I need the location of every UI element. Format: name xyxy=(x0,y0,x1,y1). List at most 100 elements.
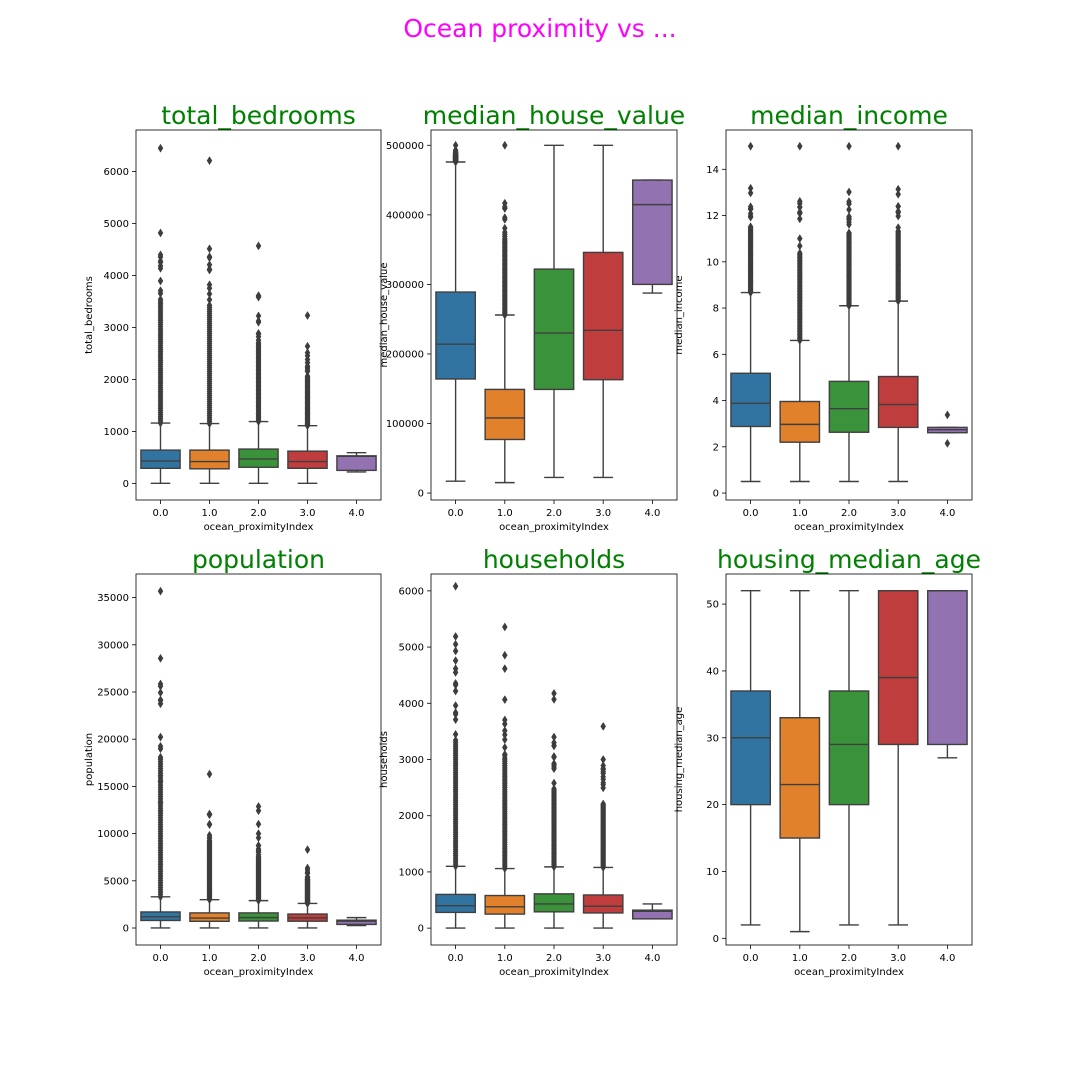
y-axis-label: population xyxy=(84,733,95,786)
box-iqr xyxy=(730,372,771,428)
x-tick-label: 1.0 xyxy=(497,953,513,964)
y-tick-label: 35000 xyxy=(97,593,129,604)
outlier-point xyxy=(502,664,508,674)
outlier-point xyxy=(551,751,557,761)
outlier-point xyxy=(551,732,557,742)
x-tick-label: 1.0 xyxy=(792,953,808,964)
x-tick-label: 3.0 xyxy=(890,953,906,964)
outlier-point xyxy=(255,291,262,301)
outlier-point xyxy=(255,311,262,321)
box-0.0 xyxy=(730,141,771,483)
outlier-point xyxy=(551,762,557,772)
subplot-title: housing_median_age xyxy=(717,545,981,574)
x-tick-label: 0.0 xyxy=(448,953,464,964)
outlier-point xyxy=(502,730,508,740)
y-tick-label: 4 xyxy=(713,396,719,407)
x-tick-label: 2.0 xyxy=(546,953,562,964)
outlier-point xyxy=(944,410,951,420)
box-iqr xyxy=(828,380,870,433)
box-1.0 xyxy=(484,140,526,484)
outlier-point xyxy=(502,140,508,150)
outlier-point xyxy=(895,189,901,199)
box-iqr xyxy=(189,912,230,923)
box-1.0 xyxy=(484,622,526,929)
outlier-point xyxy=(157,699,164,709)
outlier-point xyxy=(452,656,459,666)
outlier-point xyxy=(452,729,459,739)
y-tick-label: 15000 xyxy=(97,782,129,793)
outlier-point xyxy=(206,833,213,843)
y-tick-label: 10 xyxy=(706,257,719,268)
subplot-title: median_income xyxy=(750,101,948,130)
outlier-point xyxy=(452,686,459,696)
outlier-point xyxy=(206,244,213,254)
subplot-households: households 0 1000 2000 3000 4000 5000 6000 0.0 1.… xyxy=(379,545,678,978)
y-tick-label: 10 xyxy=(706,867,719,878)
y-tick-label: 3000 xyxy=(104,323,129,334)
outlier-point xyxy=(255,829,262,839)
y-tick-label: 25000 xyxy=(97,688,129,699)
box-iqr xyxy=(140,449,181,470)
x-tick-label: 0.0 xyxy=(153,508,169,519)
x-tick-label: 4.0 xyxy=(939,508,955,519)
box-iqr xyxy=(779,400,821,443)
outlier-point xyxy=(206,769,213,779)
x-tick-label: 2.0 xyxy=(546,508,562,519)
x-tick-label: 2.0 xyxy=(251,508,267,519)
outlier-point xyxy=(846,217,852,227)
outlier-point xyxy=(797,141,803,151)
outlier-point xyxy=(157,777,164,787)
x-tick-label: 4.0 xyxy=(644,953,660,964)
box-iqr xyxy=(336,919,377,926)
box-1.0 xyxy=(779,590,821,933)
outlier-point xyxy=(895,206,901,216)
y-tick-label: 1000 xyxy=(399,867,424,878)
outlier-point xyxy=(502,231,508,241)
box-iqr xyxy=(287,450,328,470)
y-tick-label: 6 xyxy=(713,350,719,361)
x-axis-label: ocean_proximityIndex xyxy=(499,967,609,978)
box-1.0 xyxy=(189,156,230,484)
outlier-point xyxy=(157,752,164,762)
y-tick-label: 6000 xyxy=(399,586,424,597)
x-tick-label: 3.0 xyxy=(595,953,611,964)
outlier-point xyxy=(600,774,606,784)
box-0.0 xyxy=(140,143,181,484)
outlier-point xyxy=(206,252,213,262)
outlier-point xyxy=(157,741,164,751)
box-4.0 xyxy=(336,916,377,927)
outlier-point xyxy=(255,317,262,327)
outlier-point xyxy=(157,653,164,663)
outlier-point xyxy=(157,143,164,153)
outlier-point xyxy=(452,646,459,656)
box-iqr xyxy=(484,388,526,441)
x-axis-label: ocean_proximityIndex xyxy=(204,967,314,978)
x-tick-label: 0.0 xyxy=(743,953,759,964)
y-tick-label: 2000 xyxy=(399,811,424,822)
outlier-point xyxy=(600,721,606,731)
outlier-point xyxy=(255,806,262,816)
y-tick-label: 500000 xyxy=(386,141,424,152)
outlier-point xyxy=(255,328,262,338)
subplot-total_bedrooms: total_bedrooms 0 1000 2000 3000 4000 5000 6000 0… xyxy=(84,101,382,533)
y-tick-label: 300000 xyxy=(386,280,424,291)
outlier-point xyxy=(551,778,557,788)
outlier-point xyxy=(502,719,508,729)
box-0.0 xyxy=(140,586,181,929)
box-4.0 xyxy=(632,903,673,920)
box-3.0 xyxy=(877,590,919,926)
box-iqr xyxy=(336,455,377,472)
outlier-point xyxy=(157,288,164,298)
outlier-point xyxy=(944,438,951,448)
outlier-point xyxy=(747,212,754,222)
outlier-point xyxy=(304,845,311,855)
outlier-point xyxy=(206,156,213,166)
y-tick-label: 4000 xyxy=(399,699,424,710)
y-tick-label: 3000 xyxy=(399,755,424,766)
outlier-point xyxy=(895,141,901,151)
outlier-point xyxy=(157,263,164,273)
y-tick-label: 0 xyxy=(123,924,129,935)
box-4.0 xyxy=(336,452,377,473)
outlier-point xyxy=(452,667,459,677)
x-tick-label: 0.0 xyxy=(743,508,759,519)
